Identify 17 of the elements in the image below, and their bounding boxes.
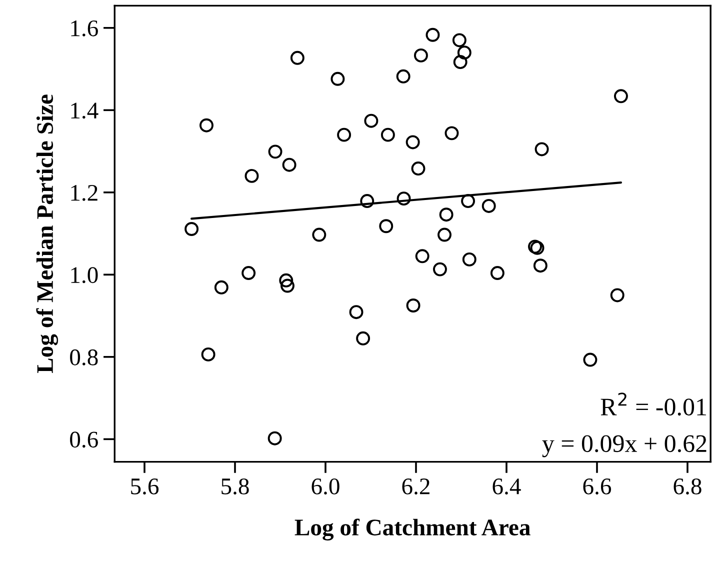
y-axis-title: Log of Median Particle Size bbox=[36, 94, 58, 373]
y-tick-label: 0.8 bbox=[70, 349, 98, 366]
y-tick-label: 1.4 bbox=[71, 102, 98, 119]
x-tick-label: 6.8 bbox=[674, 478, 702, 494]
annotation: y = 0.09x + 0.62 bbox=[542, 435, 706, 458]
x-tick-label: 6.0 bbox=[312, 478, 340, 494]
x-tick-label: 5.6 bbox=[131, 478, 159, 494]
x-tick-label: 6.2 bbox=[402, 478, 430, 494]
x-tick-label: 6.4 bbox=[492, 478, 521, 494]
y-tick-label: 0.6 bbox=[70, 432, 98, 448]
x-axis-title: Log of Catchment Area bbox=[294, 518, 530, 540]
x-tick-label: 5.8 bbox=[222, 478, 249, 494]
annotation: R$^{2}$ = -0.01 bbox=[600, 392, 706, 416]
x-tick-label: 6.6 bbox=[583, 478, 612, 494]
y-tick-label: 1.0 bbox=[71, 267, 98, 284]
y-tick-label: 1.6 bbox=[71, 20, 98, 36]
y-tick-label: 1.2 bbox=[71, 184, 98, 201]
